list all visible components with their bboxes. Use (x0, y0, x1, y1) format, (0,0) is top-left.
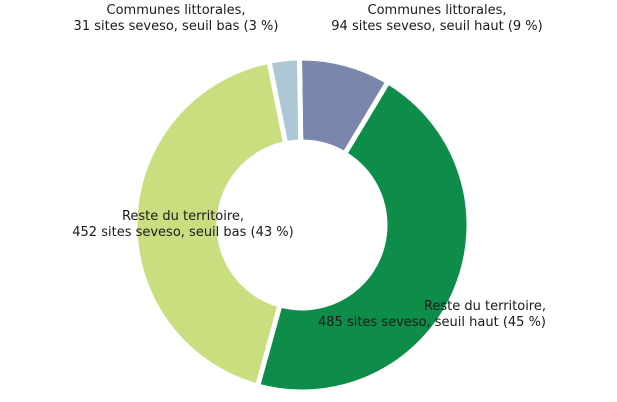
label-reste-seuil-bas: Reste du territoire, 452 sites seveso, s… (72, 209, 294, 240)
label-littoral-seuil-bas: Communes littorales, 31 sites seveso, se… (73, 3, 279, 34)
donut-slice-3 (266, 55, 304, 147)
donut-slice-1 (254, 78, 472, 395)
donut-slice-2 (132, 58, 289, 390)
label-reste-seuil-haut: Reste du territoire, 485 sites seveso, s… (318, 299, 546, 330)
label-littoral-seuil-haut: Communes littorales, 94 sites seveso, se… (331, 3, 543, 34)
